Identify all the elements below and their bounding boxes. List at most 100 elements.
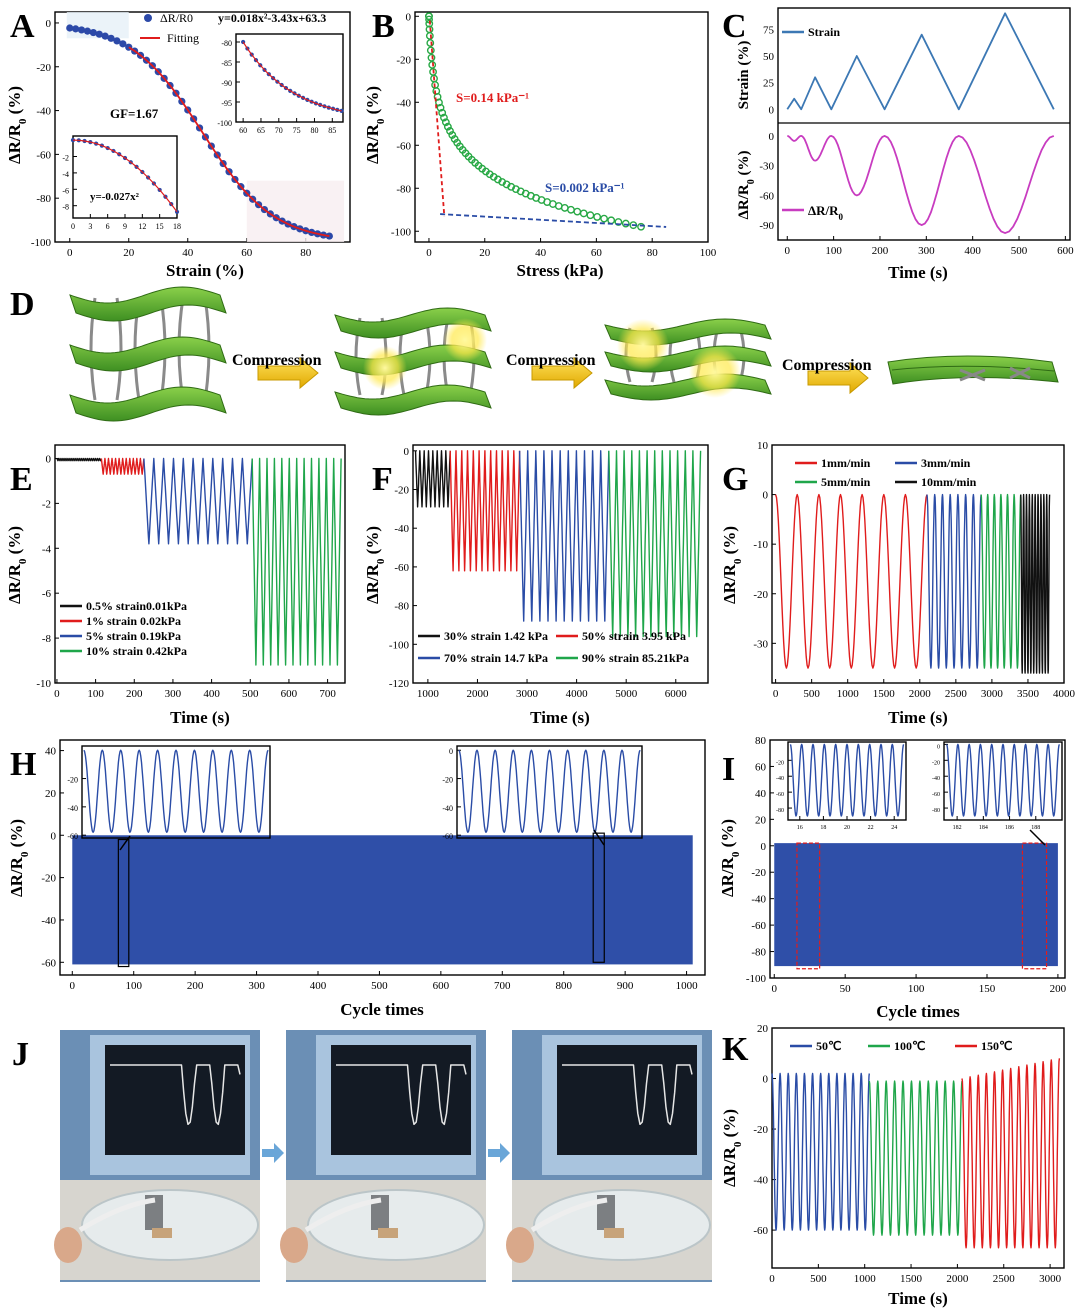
- legend-F-0: 30% strain 1.42 kPa: [444, 629, 548, 643]
- x-tick-label: 2000: [946, 1273, 969, 1285]
- inset-fit: [242, 41, 342, 112]
- contact-glow: [689, 346, 741, 398]
- y-tick-label: -100: [31, 237, 52, 249]
- series-F-1: [449, 450, 521, 572]
- y-tick-label: 25: [763, 78, 775, 90]
- x-tick-label: 700: [319, 688, 336, 700]
- y-tick-label: -100: [217, 119, 232, 128]
- y-tick-label: 0: [404, 446, 410, 458]
- finger: [54, 1227, 82, 1263]
- y-tick-label: -95: [221, 99, 232, 108]
- x-tick-label: 18: [173, 222, 181, 231]
- panel-letter-B: B: [372, 8, 395, 45]
- x-tick-label: 20: [479, 247, 491, 259]
- sensor-sample: [604, 1228, 624, 1238]
- data-point: [446, 127, 454, 135]
- plot-frame: [54, 11, 351, 243]
- axes-K: 0 500 1000 1500 2000 2500 3000 20 0 -20 -40 -60: [753, 1023, 1065, 1285]
- pointer: [119, 835, 131, 851]
- axes-I-inset-right: 182 184 186 188 0 -20 -40 -60 -80: [932, 741, 1063, 831]
- axes-I-inset-left: 16 18 20 22 24 -20 -40 -60 -80: [776, 741, 907, 831]
- y-tick-label: -60: [394, 562, 409, 574]
- y-tick-label: 20: [757, 1023, 769, 1035]
- photo-3: [506, 1030, 712, 1282]
- y-tick-label: -20: [394, 485, 409, 497]
- y-tick-label: 20: [45, 788, 57, 800]
- sensitivity-high: S=0.002 kPa⁻¹: [545, 180, 625, 195]
- axes-A-inset-high: 60 65 70 75 80 85 -80 -85 -90 -95 -100: [217, 33, 344, 135]
- compression-label: Compression: [782, 357, 872, 374]
- pointer: [1029, 829, 1046, 846]
- y-tick-label: -100: [389, 639, 410, 651]
- y-axis-label-G: ΔR/R0 (%): [720, 526, 744, 604]
- y-tick-label: -80: [394, 601, 409, 613]
- y-tick-label: 0: [449, 747, 453, 756]
- x-tick-label: 150: [979, 983, 996, 995]
- inset-equation: y=-0.027x²: [90, 191, 140, 203]
- monitor-trace: [110, 1064, 241, 1126]
- y-axis-label-E: ΔR/R0 (%): [5, 526, 29, 604]
- tweezer: [78, 1197, 156, 1233]
- petri-dish: [81, 1189, 259, 1261]
- y-tick-label: 0: [937, 744, 940, 750]
- y-axis-label-C-top: Strain (%): [736, 41, 752, 110]
- series-E-0: [56, 457, 103, 462]
- plot-frame: [777, 7, 1071, 241]
- y-tick-label: -30: [753, 638, 768, 650]
- legend-strain: Strain: [808, 25, 840, 39]
- graphene-sheet: [334, 384, 492, 416]
- plot-frame: [54, 444, 346, 684]
- finger: [280, 1227, 308, 1263]
- data-point: [425, 32, 434, 40]
- sequence-arrow: [488, 1143, 510, 1163]
- axes-G: 0 500 1000 1500 2000 2500 3000 3500 4000 10 0 -10 -2…: [753, 440, 1075, 700]
- x-tick-label: 2000: [909, 688, 932, 700]
- legend-G-2: 5mm/min: [821, 475, 871, 489]
- series-F-0: [414, 450, 451, 508]
- monitor-trace: [562, 1064, 693, 1126]
- y-tick-label: 0: [46, 18, 52, 30]
- y-tick-label: -40: [396, 97, 411, 109]
- data-point: [436, 103, 445, 112]
- x-axis-label-I: Cycle times: [876, 1002, 960, 1021]
- x-tick-label: 80: [310, 126, 318, 135]
- x-tick-label: 80: [300, 247, 312, 259]
- x-tick-label: 100: [825, 245, 842, 257]
- legend-G-0: 1mm/min: [821, 456, 871, 470]
- axes-H-inset-left: -20 -40 -60: [67, 745, 271, 841]
- x-tick-label: 4000: [566, 688, 589, 700]
- plot-frame: [456, 745, 643, 839]
- y-tick-label: -40: [753, 1175, 768, 1187]
- sensor-clip: [597, 1195, 615, 1230]
- panel-letter-I: I: [722, 751, 735, 788]
- zoom-box: [117, 838, 130, 968]
- x-tick-label: 100: [908, 983, 925, 995]
- sensor-clip: [371, 1195, 389, 1230]
- y-tick-label: -20: [753, 589, 768, 601]
- y-tick-label: -20: [396, 54, 411, 66]
- data-point: [425, 19, 434, 28]
- y-tick-label: 0: [761, 841, 767, 853]
- graphene-sheet: [69, 336, 227, 372]
- y-tick-label: -80: [221, 39, 232, 48]
- panel-letter-A: A: [10, 8, 35, 45]
- x-tick-label: 200: [872, 245, 889, 257]
- y-tick-label: -60: [41, 957, 56, 969]
- data-point: [600, 214, 608, 223]
- graphene-sheet: [69, 286, 227, 322]
- contact-glow: [363, 346, 407, 390]
- x-tick-label: 3000: [1039, 1273, 1062, 1285]
- y-tick-label: 80: [755, 735, 767, 747]
- y-axis-label-I: ΔR/R0 (%): [718, 819, 742, 897]
- y-tick-label: -6: [62, 186, 69, 195]
- legend-G-1: 3mm/min: [921, 456, 971, 470]
- y-tick-label: -60: [753, 1225, 768, 1237]
- legend-E-0: 0.5% strain0.01kPa: [86, 599, 187, 613]
- x-tick-label: 0: [769, 1273, 775, 1285]
- data-point: [614, 218, 623, 226]
- y-tick-label: 75: [763, 24, 775, 36]
- y-tick-label: -20: [67, 776, 78, 785]
- y-tick-label: -40: [41, 915, 56, 927]
- data-point: [579, 209, 588, 218]
